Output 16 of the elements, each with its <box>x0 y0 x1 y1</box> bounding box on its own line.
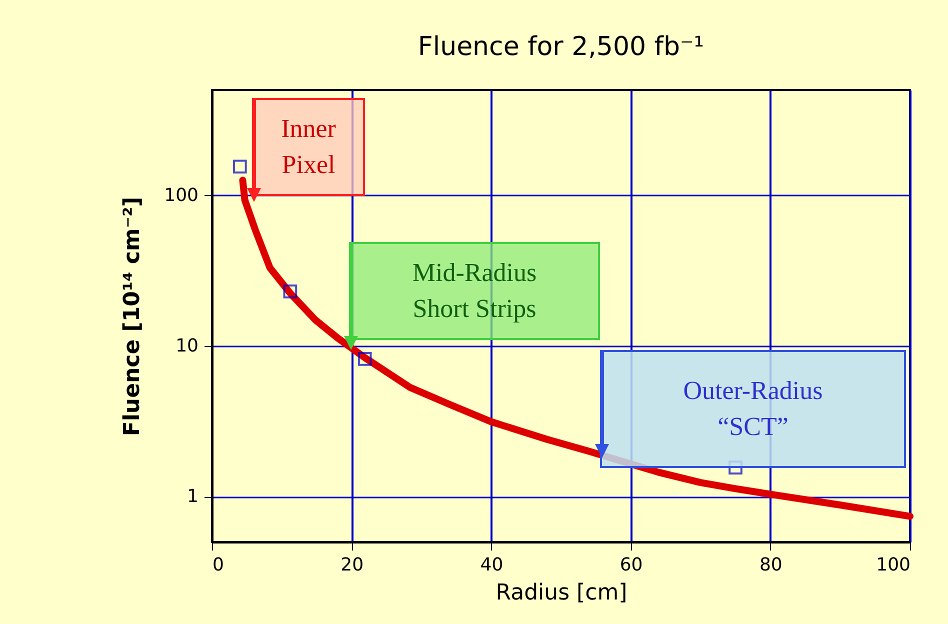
x-tick-label: 0 <box>212 554 224 576</box>
x-tick-label: 80 <box>759 554 782 576</box>
x-axis-title: Radius [cm] <box>496 580 628 606</box>
point <box>233 160 247 174</box>
callout-box: Outer-Radius “SCT” <box>600 350 906 468</box>
x-tick-label: 20 <box>340 554 364 576</box>
x-tick-label: 100 <box>876 554 910 576</box>
y-tick-label: 100 <box>164 184 198 206</box>
point <box>283 284 298 298</box>
y-tick-label: 10 <box>176 335 198 356</box>
point <box>358 352 372 366</box>
x-tick-label: 60 <box>620 554 643 576</box>
x-tick-label: 40 <box>480 554 504 576</box>
y-axis-title: Fluence [10¹⁴ cm⁻²] <box>120 196 146 436</box>
y-tick-label: 1 <box>187 486 198 508</box>
chart-title: Fluence for 2,500 fb⁻¹ <box>418 32 704 62</box>
